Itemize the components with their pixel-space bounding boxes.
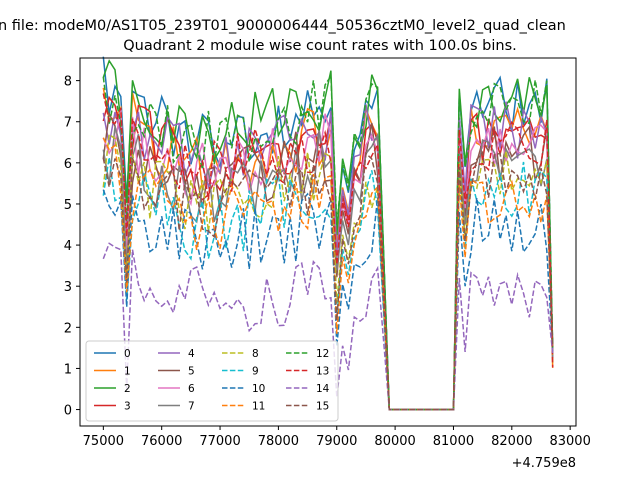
legend-label-9: 9 [252, 366, 259, 378]
x-tick-label: 80000 [374, 434, 415, 449]
x-tick-label: 81000 [433, 434, 474, 449]
series-line-0 [102, 56, 554, 411]
legend-label-4: 4 [188, 348, 195, 360]
series-line-14 [102, 242, 554, 411]
legend-label-15: 15 [316, 401, 329, 413]
figure-suptitle: n file: modeM0/AS1T05_239T01_9000006444_… [0, 18, 566, 34]
x-tick-label: 78000 [258, 434, 299, 449]
x-axis-offset-label: +4.759e8 [512, 456, 576, 471]
legend-label-6: 6 [188, 383, 195, 395]
legend-label-12: 12 [316, 348, 329, 360]
legend-label-0: 0 [124, 348, 131, 360]
series-line-10 [102, 189, 554, 411]
x-tick-label: 83000 [549, 434, 590, 449]
series-line-6 [102, 108, 554, 411]
legend-label-7: 7 [188, 401, 195, 413]
series-line-2 [102, 59, 554, 411]
series-line-12 [102, 73, 554, 411]
y-tick-label: 0 [64, 404, 72, 419]
y-tick-label: 8 [64, 75, 72, 90]
y-tick-label: 3 [64, 280, 72, 295]
legend-label-10: 10 [252, 383, 265, 395]
series-line-15 [102, 150, 554, 411]
plot-border [79, 57, 577, 427]
y-tick-label: 2 [64, 321, 72, 336]
series-line-4 [102, 101, 554, 411]
legend-label-2: 2 [124, 383, 131, 395]
series-line-7 [102, 126, 554, 411]
legend-label-8: 8 [252, 348, 259, 360]
x-axis: 75000 76000 77000 78000 79000 80000 81000 82000… [83, 426, 591, 449]
x-tick-label: 75000 [83, 434, 124, 449]
series-line-3 [102, 95, 554, 411]
legend-box [85, 340, 339, 422]
legend-label-11: 11 [252, 401, 265, 413]
x-tick-label: 76000 [141, 434, 182, 449]
y-tick-label: 5 [64, 198, 72, 213]
legend-label-14: 14 [316, 383, 330, 395]
x-tick-label: 79000 [316, 434, 357, 449]
legend-label-5: 5 [188, 366, 195, 378]
legend-label-3: 3 [124, 401, 131, 413]
x-tick-label: 82000 [491, 434, 532, 449]
x-tick-label: 77000 [199, 434, 240, 449]
legend-label-13: 13 [316, 366, 329, 378]
y-tick-label: 6 [64, 157, 72, 172]
y-axis: 0 1 2 3 4 5 6 7 8 [64, 75, 80, 419]
y-tick-label: 7 [64, 116, 72, 131]
y-tick-label: 4 [64, 239, 72, 254]
series-layer [102, 56, 554, 411]
y-tick-label: 1 [64, 362, 72, 377]
series-line-13 [102, 93, 554, 411]
legend-label-1: 1 [124, 366, 131, 378]
series-line-8 [102, 133, 554, 411]
chart-title: Quadrant 2 module wise count rates with … [123, 38, 517, 54]
